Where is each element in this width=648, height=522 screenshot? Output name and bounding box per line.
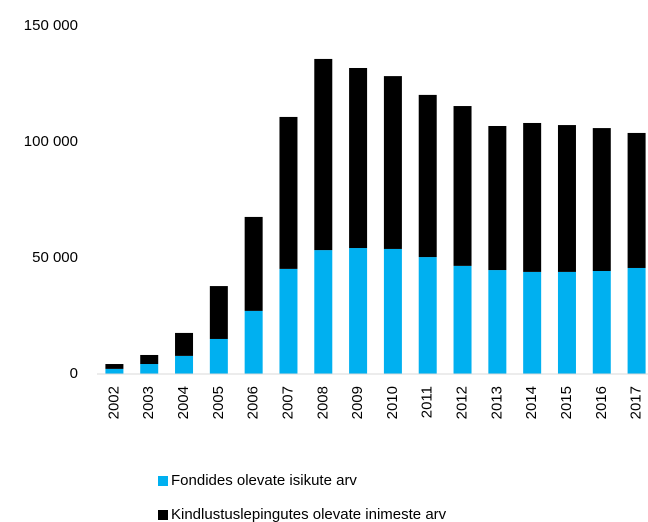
- bar-segment: [592, 128, 611, 271]
- bar-segment: [627, 132, 646, 268]
- x-tick-label: 2006: [245, 386, 262, 419]
- bar-segment: [383, 248, 402, 374]
- legend-label: Fondides olevate isikute arv: [171, 472, 357, 489]
- x-tick-label: 2009: [349, 386, 366, 419]
- x-tick-label: 2011: [419, 386, 436, 418]
- bar-segment: [140, 354, 159, 365]
- bar-segment: [209, 286, 228, 339]
- x-tick-label: 2008: [314, 386, 331, 419]
- legend-swatch: [158, 476, 168, 486]
- bar-segment: [488, 270, 507, 374]
- x-tick-label: 2005: [210, 386, 227, 419]
- bar-segment: [105, 364, 124, 369]
- legend-label: Kindlustuslepingutes olevate inimeste ar…: [171, 506, 447, 522]
- legend-swatch: [158, 510, 168, 520]
- bar-segment: [140, 364, 159, 374]
- bar-segment: [175, 355, 194, 374]
- x-tick-label: 2016: [593, 386, 610, 419]
- bar-segment: [488, 125, 507, 271]
- y-tick-label: 100 000: [24, 133, 78, 150]
- bar-segment: [453, 265, 472, 374]
- bar-segment: [105, 368, 124, 374]
- x-tick-label: 2015: [558, 386, 575, 419]
- x-tick-label: 2013: [488, 386, 505, 419]
- bar-segment: [244, 310, 263, 374]
- bar-segment: [592, 270, 611, 374]
- x-tick-label: 2017: [628, 386, 645, 419]
- bar-segment: [523, 122, 542, 272]
- bar-segment: [349, 67, 368, 249]
- bar-segment: [244, 216, 263, 311]
- bar-segment: [314, 250, 333, 374]
- bar-segment: [523, 271, 542, 374]
- bar-segment: [314, 58, 333, 251]
- y-tick-label: 150 000: [24, 17, 78, 34]
- y-tick-label: 50 000: [32, 249, 78, 266]
- y-tick-label: 0: [70, 365, 78, 382]
- bar-segment: [209, 338, 228, 374]
- x-tick-label: 2010: [384, 386, 401, 419]
- x-tick-label: 2004: [175, 386, 192, 419]
- bar-segment: [418, 94, 437, 258]
- bar-segment: [279, 116, 298, 269]
- bar-segment: [418, 257, 437, 374]
- bar-segment: [175, 332, 194, 356]
- bar-segment: [279, 268, 298, 374]
- bar-segment: [349, 248, 368, 374]
- bar-segment: [453, 106, 472, 266]
- bar-segment: [557, 125, 576, 272]
- x-tick-label: 2003: [140, 386, 157, 419]
- x-tick-label: 2012: [454, 386, 471, 419]
- x-tick-label: 2002: [105, 386, 122, 419]
- bar-segment: [557, 271, 576, 374]
- x-tick-label: 2014: [523, 386, 540, 419]
- x-tick-label: 2007: [279, 386, 296, 419]
- bar-segment: [383, 76, 402, 249]
- bar-segment: [627, 267, 646, 374]
